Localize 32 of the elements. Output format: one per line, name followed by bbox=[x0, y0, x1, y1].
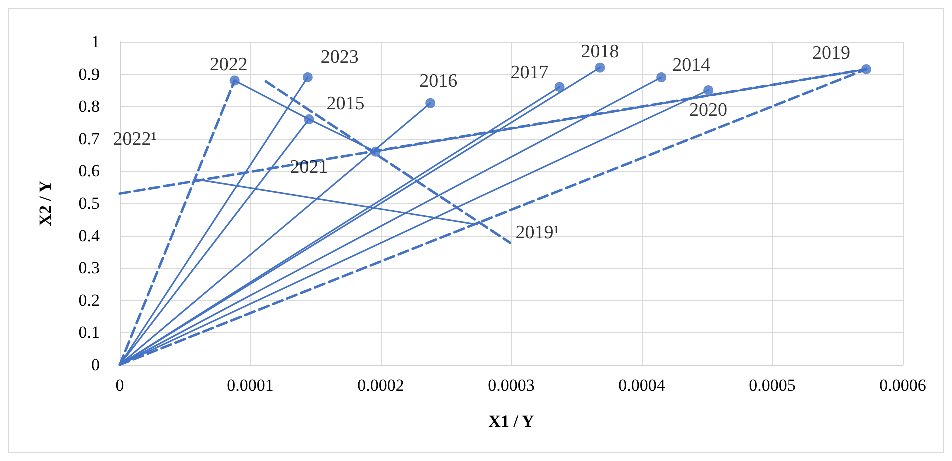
annotation: 2021 bbox=[290, 157, 328, 178]
y-tick-label: 0.5 bbox=[78, 194, 100, 213]
annotation: 2020 bbox=[690, 100, 728, 121]
annotation: 2018 bbox=[581, 41, 620, 62]
annotation: 2022¹ bbox=[113, 128, 158, 150]
y-tick-label: 0.9 bbox=[78, 64, 100, 84]
y-tick-label: 0.1 bbox=[78, 323, 100, 342]
x-tick-label: 0.0002 bbox=[358, 376, 404, 395]
x-tick-label: 0.0005 bbox=[749, 376, 796, 395]
y-tick-label: 0.4 bbox=[78, 226, 100, 246]
annotation: 2022 bbox=[210, 54, 248, 76]
y-tick-label: 0.3 bbox=[78, 258, 100, 278]
x-tick-label: 0 bbox=[116, 376, 124, 395]
y-tick-label: 0.6 bbox=[78, 162, 100, 181]
y-axis-title: X2 / Y bbox=[36, 180, 55, 226]
x-tick-label: 0.0006 bbox=[880, 376, 926, 395]
y-tick-label: 1 bbox=[92, 32, 100, 52]
y-tick-label: 0.7 bbox=[78, 129, 100, 148]
annotation: 2019¹ bbox=[516, 222, 560, 244]
x-axis-title: X1 / Y bbox=[488, 412, 534, 431]
annotation: 2023 bbox=[320, 47, 359, 68]
annotation: 2017 bbox=[510, 62, 549, 84]
y-tick-label: 0.2 bbox=[78, 290, 100, 310]
annotation: 2016 bbox=[420, 70, 458, 92]
annotation: 2015 bbox=[326, 93, 365, 114]
x-tick-label: 0.0003 bbox=[488, 376, 535, 395]
annotation: 2019 bbox=[812, 42, 850, 64]
y-tick-label: 0 bbox=[92, 356, 100, 374]
x-tick-label: 0.0001 bbox=[227, 376, 274, 395]
annotation: 2014 bbox=[672, 55, 712, 76]
x-tick-label: 0.0004 bbox=[618, 376, 666, 395]
y-tick-label: 0.8 bbox=[78, 97, 100, 116]
